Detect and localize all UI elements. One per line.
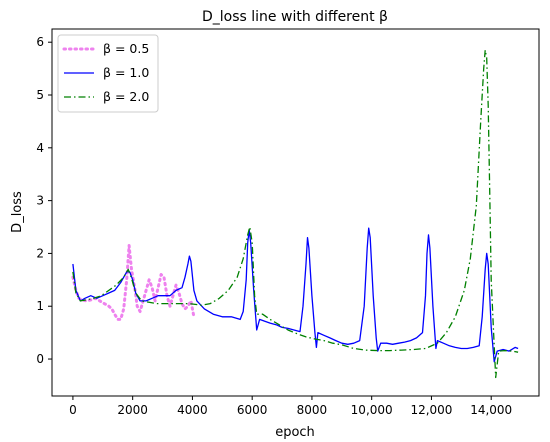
x-tick-label: 6000 [237,403,268,417]
x-tick-label: 0 [69,403,77,417]
y-tick-label: 3 [36,194,44,208]
legend-label-2: β = 2.0 [103,89,149,104]
x-tick-label: 10,000 [351,403,393,417]
legend-label-0: β = 0.5 [103,41,149,56]
x-tick-label: 12,000 [410,403,452,417]
y-tick-label: 2 [36,246,44,260]
y-tick-label: 0 [36,352,44,366]
y-tick-label: 1 [36,299,44,313]
x-axis-ticks: 0 2000 4000 6000 8000 10,000 12,000 14,000 [69,396,512,417]
series-layer [71,49,519,379]
plot-frame [51,28,540,397]
x-tick-label: 2000 [117,403,148,417]
legend-box [57,34,159,113]
y-axis-label: D_loss [10,191,25,233]
x-tick-label: 14,000 [470,403,512,417]
series-line-2 [72,49,519,379]
chart-title: D_loss line with different β [202,9,388,25]
x-axis-label: epoch [275,425,315,440]
y-axis-ticks: 0 1 2 3 4 5 6 [36,35,52,366]
legend-label-1: β = 1.0 [103,65,149,80]
plot-area: 0 2000 4000 6000 8000 10,000 12,000 14,000 0 1 2 3… [36,28,540,417]
y-tick-label: 4 [36,141,44,155]
series-line-0 [71,244,196,321]
legend: β = 0.5 β = 1.0 β = 2.0 [57,34,159,113]
x-tick-label: 4000 [177,403,208,417]
y-tick-label: 5 [36,88,44,102]
x-tick-label: 8000 [297,403,328,417]
series-line-1 [72,227,519,363]
y-tick-label: 6 [36,35,44,49]
